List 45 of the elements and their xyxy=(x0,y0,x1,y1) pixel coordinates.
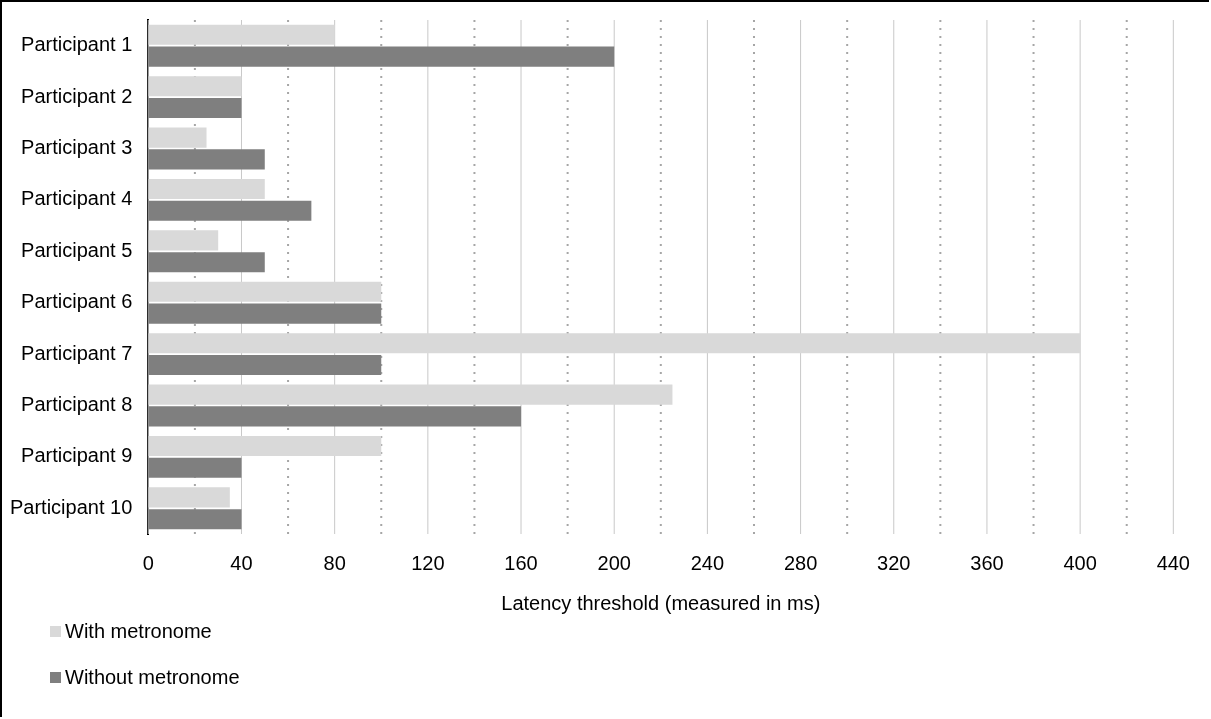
x-tick-label: 280 xyxy=(783,551,818,574)
x-tick-label: 160 xyxy=(504,551,538,574)
x-tick-label: 80 xyxy=(323,551,346,574)
bar xyxy=(148,200,312,221)
bar xyxy=(148,24,335,45)
y-tick-label: Participant 1 xyxy=(21,33,133,56)
bar xyxy=(148,406,522,427)
bar xyxy=(148,76,242,97)
bar xyxy=(148,46,615,67)
bar xyxy=(148,333,1081,354)
bar xyxy=(148,149,265,170)
bar xyxy=(148,487,230,508)
bar xyxy=(148,127,207,148)
bar xyxy=(148,457,242,478)
legend-label: Without metronome xyxy=(65,665,240,689)
y-tick-label: Participant 7 xyxy=(21,341,133,364)
bar xyxy=(148,354,382,376)
x-axis-title: Latency threshold (measured in ms) xyxy=(501,591,821,614)
y-tick-label: Participant 6 xyxy=(21,290,133,313)
bar xyxy=(148,97,242,119)
y-tick-label: Participant 3 xyxy=(21,136,133,159)
bar xyxy=(148,509,242,530)
x-tick-label: 440 xyxy=(1156,551,1190,574)
bar xyxy=(148,435,382,457)
x-tick-label: 320 xyxy=(877,551,911,574)
x-tick-label: 40 xyxy=(230,551,253,574)
x-tick-label: 400 xyxy=(1063,551,1097,574)
y-tick-label: Participant 2 xyxy=(21,84,133,107)
y-tick-label: Participant 4 xyxy=(21,187,133,210)
x-tick-label: 0 xyxy=(142,551,154,574)
bar xyxy=(148,178,265,200)
bar xyxy=(148,252,265,273)
x-tick-label: 240 xyxy=(690,551,725,574)
legend-label: With metronome xyxy=(65,619,212,643)
bar xyxy=(148,384,673,405)
y-tick-label: Participant 8 xyxy=(21,393,133,416)
x-tick-label: 120 xyxy=(411,551,445,574)
bar xyxy=(148,303,382,324)
bar xyxy=(148,281,382,302)
y-tick-label: Participant 9 xyxy=(21,444,133,467)
x-tick-label: 360 xyxy=(970,551,1004,574)
bar xyxy=(148,230,219,251)
y-tick-label: Participant 10 xyxy=(10,495,133,518)
y-tick-label: Participant 5 xyxy=(21,238,133,261)
x-tick-label: 200 xyxy=(597,551,631,574)
